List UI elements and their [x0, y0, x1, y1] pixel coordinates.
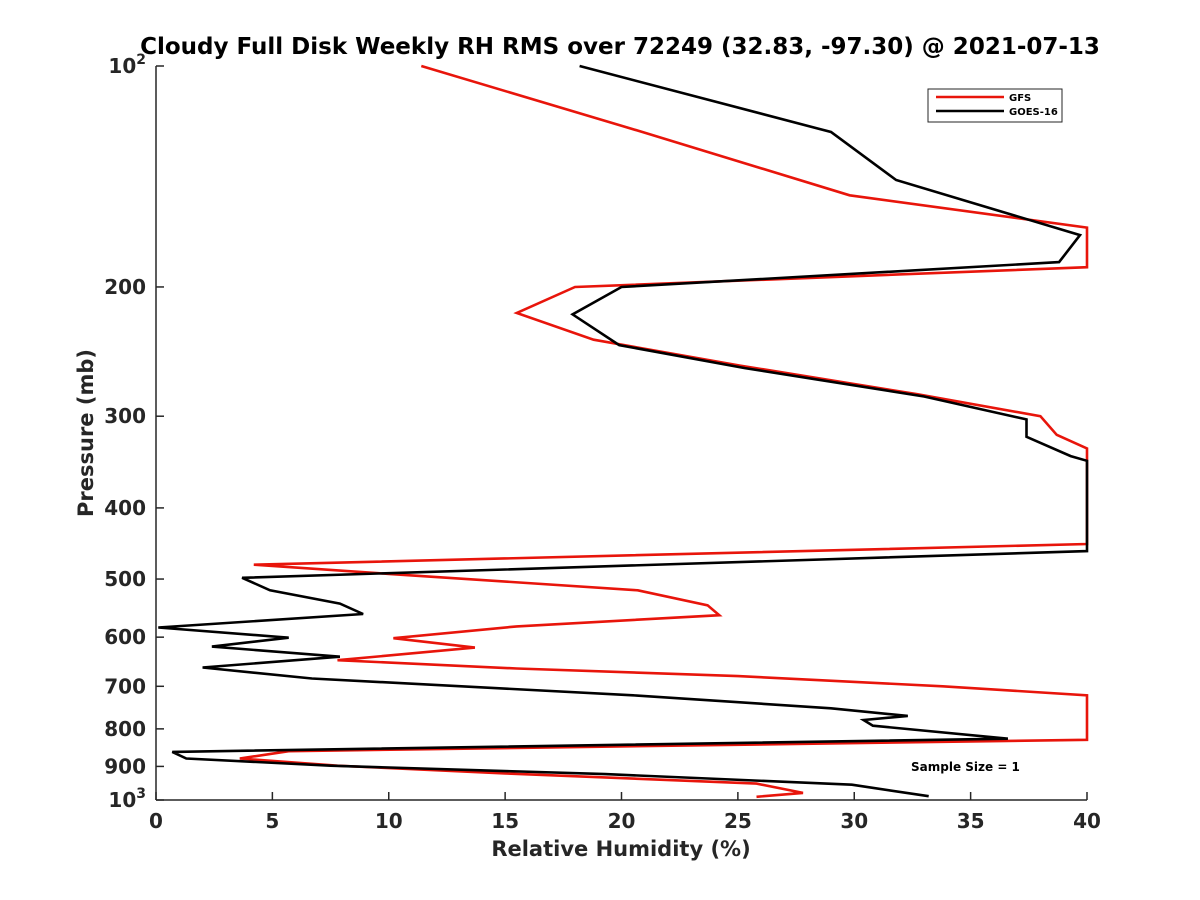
y-tick-label: 700: [104, 674, 146, 698]
x-tick-label: 0: [149, 809, 163, 833]
y-axis-label: Pressure (mb): [74, 349, 98, 517]
legend-label-goes16: GOES-16: [1009, 107, 1058, 118]
y-tick-label: 300: [104, 404, 146, 428]
y-tick-label: 900: [104, 754, 146, 778]
series-line-gfs: [239, 64, 1089, 799]
x-axis-label: Relative Humidity (%): [491, 837, 750, 861]
x-tick-label: 10: [375, 809, 403, 833]
x-ticks: 0 5 10 15 20 25 30 35 40: [149, 792, 1101, 833]
y-tick-label: 103: [108, 786, 146, 812]
x-tick-label: 15: [491, 809, 519, 833]
x-tick-label: 30: [840, 809, 868, 833]
x-tick-label: 40: [1073, 809, 1101, 833]
y-tick-label: 200: [104, 275, 146, 299]
y-tick-label: 500: [104, 567, 146, 591]
series-layer: [158, 64, 1089, 799]
x-tick-label: 5: [265, 809, 279, 833]
chart-title: Cloudy Full Disk Weekly RH RMS over 7224…: [140, 34, 1100, 60]
y-ticks: 102 200 300 400 500 600 700 800 900 103: [104, 52, 164, 812]
y-tick-label: 800: [104, 717, 146, 741]
legend-label-gfs: GFS: [1009, 93, 1031, 104]
y-tick-label: 102: [108, 52, 146, 78]
y-tick-label: 600: [104, 625, 146, 649]
x-tick-label: 35: [957, 809, 985, 833]
legend-box: [927, 88, 1063, 123]
legend: GFS GOES-16: [927, 88, 1063, 123]
series-line-goes16: [158, 64, 1089, 798]
x-tick-label: 25: [724, 809, 752, 833]
y-tick-label: 400: [104, 496, 146, 520]
x-tick-label: 20: [608, 809, 636, 833]
sample-size-annotation: Sample Size = 1: [911, 760, 1020, 774]
